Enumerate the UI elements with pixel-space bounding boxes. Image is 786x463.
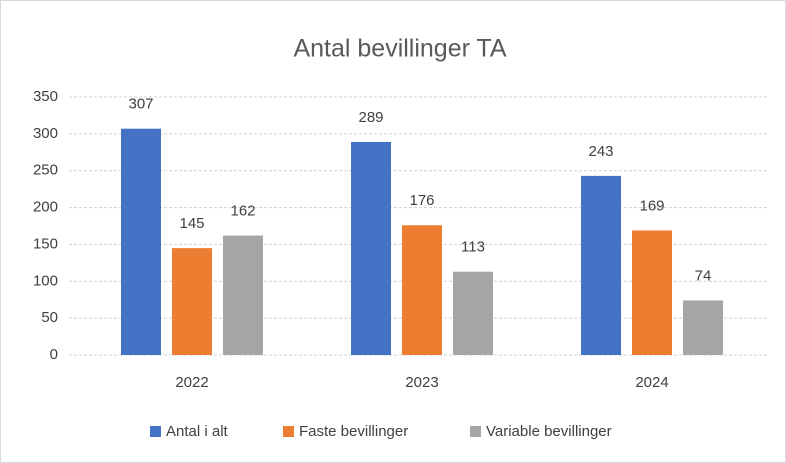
legend-label: Antal i alt <box>166 423 229 440</box>
y-tick-label: 100 <box>33 272 58 289</box>
y-tick-label: 50 <box>41 309 58 326</box>
bar <box>453 271 493 355</box>
bar <box>223 235 263 355</box>
legend-swatch <box>150 426 161 437</box>
chart-title: Antal bevillinger TA <box>293 35 506 63</box>
data-label: 176 <box>409 192 434 209</box>
bar <box>581 175 621 355</box>
data-label: 169 <box>639 197 664 214</box>
bar <box>683 300 723 355</box>
data-label: 145 <box>179 215 204 232</box>
y-tick-label: 350 <box>33 88 58 105</box>
y-tick-label: 250 <box>33 162 58 179</box>
data-label: 243 <box>588 143 613 160</box>
x-tick-label: 2022 <box>175 374 208 391</box>
y-tick-label: 200 <box>33 199 58 216</box>
bar <box>172 248 212 355</box>
y-tick-label: 0 <box>50 346 58 363</box>
legend-label: Faste bevillinger <box>299 423 408 440</box>
bar <box>351 141 391 355</box>
legend-swatch <box>470 426 481 437</box>
y-tick-label: 150 <box>33 235 58 252</box>
y-tick-label: 300 <box>33 125 58 142</box>
data-label: 113 <box>461 239 485 256</box>
legend-swatch <box>283 426 294 437</box>
data-label: 162 <box>230 203 255 220</box>
x-tick-label: 2023 <box>405 374 438 391</box>
bar <box>402 225 442 355</box>
bar <box>632 230 672 355</box>
x-tick-label: 2024 <box>635 374 668 391</box>
data-label: 74 <box>695 267 712 284</box>
legend-label: Variable bevillinger <box>486 423 612 440</box>
data-label: 307 <box>128 96 153 113</box>
bar <box>121 128 161 355</box>
data-label: 289 <box>358 109 383 126</box>
